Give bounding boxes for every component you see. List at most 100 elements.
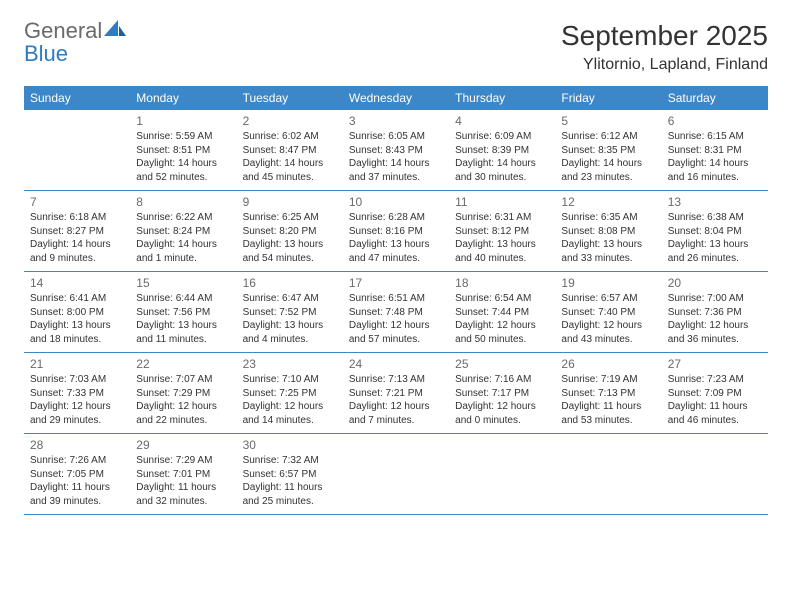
daylight-text: Daylight: 14 hours <box>136 157 230 171</box>
day-cell: 29 Sunrise: 7:29 AMSunset: 7:01 PMDayligh… <box>130 434 236 514</box>
sunrise-text: Sunrise: 6:28 AM <box>349 211 443 225</box>
daylight-text: Daylight: 12 hours <box>455 400 549 414</box>
sunset-text: Sunset: 8:27 PM <box>30 225 124 239</box>
sunset-text: Sunset: 8:43 PM <box>349 144 443 158</box>
day-cell: 23Sunrise: 7:10 AMSunset: 7:25 PMDayligh… <box>237 353 343 433</box>
daylight-text: and 30 minutes. <box>455 171 549 185</box>
week-row: 21Sunrise: 7:03 AMSunset: 7:33 PMDayligh… <box>24 353 768 434</box>
day-info: Sunrise: 6:38 AMSunset: 8:04 PMDaylight:… <box>668 211 762 265</box>
sunset-text: Sunset: 6:57 PM <box>243 468 337 482</box>
sunrise-text: Sunrise: 6:44 AM <box>136 292 230 306</box>
sunset-text: Sunset: 7:33 PM <box>30 387 124 401</box>
week-row: 7Sunrise: 6:18 AMSunset: 8:27 PMDaylight… <box>24 191 768 272</box>
day-info: Sunrise: 6:05 AMSunset: 8:43 PMDaylight:… <box>349 130 443 184</box>
daylight-text: Daylight: 13 hours <box>561 238 655 252</box>
logo-text-blue: Blue <box>24 41 68 66</box>
sunset-text: Sunset: 7:44 PM <box>455 306 549 320</box>
day-cell: 11Sunrise: 6:31 AMSunset: 8:12 PMDayligh… <box>449 191 555 271</box>
day-info: Sunrise: 6:47 AMSunset: 7:52 PMDaylight:… <box>243 292 337 346</box>
daylight-text: Daylight: 12 hours <box>455 319 549 333</box>
weekday-header: Tuesday <box>237 86 343 110</box>
day-number: 8 <box>136 195 230 209</box>
daylight-text: and 39 minutes. <box>30 495 124 509</box>
day-number: 7 <box>30 195 124 209</box>
daylight-text: Daylight: 13 hours <box>243 319 337 333</box>
daylight-text: and 14 minutes. <box>243 414 337 428</box>
daylight-text: Daylight: 12 hours <box>243 400 337 414</box>
daylight-text: Daylight: 13 hours <box>30 319 124 333</box>
sunrise-text: Sunrise: 6:12 AM <box>561 130 655 144</box>
sunrise-text: Sunrise: 6:22 AM <box>136 211 230 225</box>
logo-sail-icon <box>104 20 126 43</box>
day-info: Sunrise: 6:41 AMSunset: 8:00 PMDaylight:… <box>30 292 124 346</box>
day-number: 15 <box>136 276 230 290</box>
daylight-text: and 36 minutes. <box>668 333 762 347</box>
day-info: Sunrise: 6:22 AMSunset: 8:24 PMDaylight:… <box>136 211 230 265</box>
day-cell: 28Sunrise: 7:26 AMSunset: 7:05 PMDayligh… <box>24 434 130 514</box>
day-number: 12 <box>561 195 655 209</box>
daylight-text: Daylight: 14 hours <box>349 157 443 171</box>
day-number: 29 <box>136 438 230 452</box>
daylight-text: Daylight: 14 hours <box>668 157 762 171</box>
sunset-text: Sunset: 8:00 PM <box>30 306 124 320</box>
daylight-text: and 16 minutes. <box>668 171 762 185</box>
sunset-text: Sunset: 7:25 PM <box>243 387 337 401</box>
day-cell: 21Sunrise: 7:03 AMSunset: 7:33 PMDayligh… <box>24 353 130 433</box>
sunrise-text: Sunrise: 6:38 AM <box>668 211 762 225</box>
sunset-text: Sunset: 7:13 PM <box>561 387 655 401</box>
daylight-text: Daylight: 14 hours <box>30 238 124 252</box>
day-info: Sunrise: 6:54 AMSunset: 7:44 PMDaylight:… <box>455 292 549 346</box>
day-info: Sunrise: 7:00 AMSunset: 7:36 PMDaylight:… <box>668 292 762 346</box>
sunset-text: Sunset: 8:16 PM <box>349 225 443 239</box>
day-cell: 18Sunrise: 6:54 AMSunset: 7:44 PMDayligh… <box>449 272 555 352</box>
day-cell: 8 Sunrise: 6:22 AMSunset: 8:24 PMDaylight… <box>130 191 236 271</box>
day-info: Sunrise: 6:57 AMSunset: 7:40 PMDaylight:… <box>561 292 655 346</box>
sunrise-text: Sunrise: 7:32 AM <box>243 454 337 468</box>
daylight-text: and 46 minutes. <box>668 414 762 428</box>
day-info: Sunrise: 6:12 AMSunset: 8:35 PMDaylight:… <box>561 130 655 184</box>
sunset-text: Sunset: 8:04 PM <box>668 225 762 239</box>
sunset-text: Sunset: 7:36 PM <box>668 306 762 320</box>
calendar-page: General Blue September 2025 Ylitornio, L… <box>0 0 792 535</box>
day-number: 10 <box>349 195 443 209</box>
daylight-text: and 52 minutes. <box>136 171 230 185</box>
day-cell: 24Sunrise: 7:13 AMSunset: 7:21 PMDayligh… <box>343 353 449 433</box>
sunrise-text: Sunrise: 6:09 AM <box>455 130 549 144</box>
sunset-text: Sunset: 7:09 PM <box>668 387 762 401</box>
day-info: Sunrise: 7:29 AMSunset: 7:01 PMDaylight:… <box>136 454 230 508</box>
day-info: Sunrise: 7:10 AMSunset: 7:25 PMDaylight:… <box>243 373 337 427</box>
day-number: 3 <box>349 114 443 128</box>
empty-cell <box>343 434 449 514</box>
day-info: Sunrise: 7:07 AMSunset: 7:29 PMDaylight:… <box>136 373 230 427</box>
sunrise-text: Sunrise: 7:26 AM <box>30 454 124 468</box>
daylight-text: Daylight: 13 hours <box>136 319 230 333</box>
daylight-text: and 53 minutes. <box>561 414 655 428</box>
day-number: 16 <box>243 276 337 290</box>
day-info: Sunrise: 7:32 AMSunset: 6:57 PMDaylight:… <box>243 454 337 508</box>
sunrise-text: Sunrise: 7:03 AM <box>30 373 124 387</box>
day-info: Sunrise: 7:03 AMSunset: 7:33 PMDaylight:… <box>30 373 124 427</box>
sunset-text: Sunset: 8:39 PM <box>455 144 549 158</box>
day-cell: 25Sunrise: 7:16 AMSunset: 7:17 PMDayligh… <box>449 353 555 433</box>
daylight-text: Daylight: 11 hours <box>30 481 124 495</box>
day-number: 25 <box>455 357 549 371</box>
week-row: 28Sunrise: 7:26 AMSunset: 7:05 PMDayligh… <box>24 434 768 515</box>
daylight-text: and 9 minutes. <box>30 252 124 266</box>
sunrise-text: Sunrise: 6:51 AM <box>349 292 443 306</box>
day-cell: 22 Sunrise: 7:07 AMSunset: 7:29 PMDayligh… <box>130 353 236 433</box>
day-cell: 5Sunrise: 6:12 AMSunset: 8:35 PMDaylight… <box>555 110 661 190</box>
sunrise-text: Sunrise: 6:31 AM <box>455 211 549 225</box>
sunrise-text: Sunrise: 6:47 AM <box>243 292 337 306</box>
sunset-text: Sunset: 8:47 PM <box>243 144 337 158</box>
day-cell: 3 Sunrise: 6:05 AMSunset: 8:43 PMDaylight… <box>343 110 449 190</box>
day-info: Sunrise: 6:15 AMSunset: 8:31 PMDaylight:… <box>668 130 762 184</box>
daylight-text: and 4 minutes. <box>243 333 337 347</box>
daylight-text: and 22 minutes. <box>136 414 230 428</box>
day-number: 22 <box>136 357 230 371</box>
sunrise-text: Sunrise: 7:00 AM <box>668 292 762 306</box>
daylight-text: Daylight: 13 hours <box>349 238 443 252</box>
daylight-text: and 1 minute. <box>136 252 230 266</box>
daylight-text: and 54 minutes. <box>243 252 337 266</box>
daylight-text: and 47 minutes. <box>349 252 443 266</box>
day-info: Sunrise: 6:28 AMSunset: 8:16 PMDaylight:… <box>349 211 443 265</box>
